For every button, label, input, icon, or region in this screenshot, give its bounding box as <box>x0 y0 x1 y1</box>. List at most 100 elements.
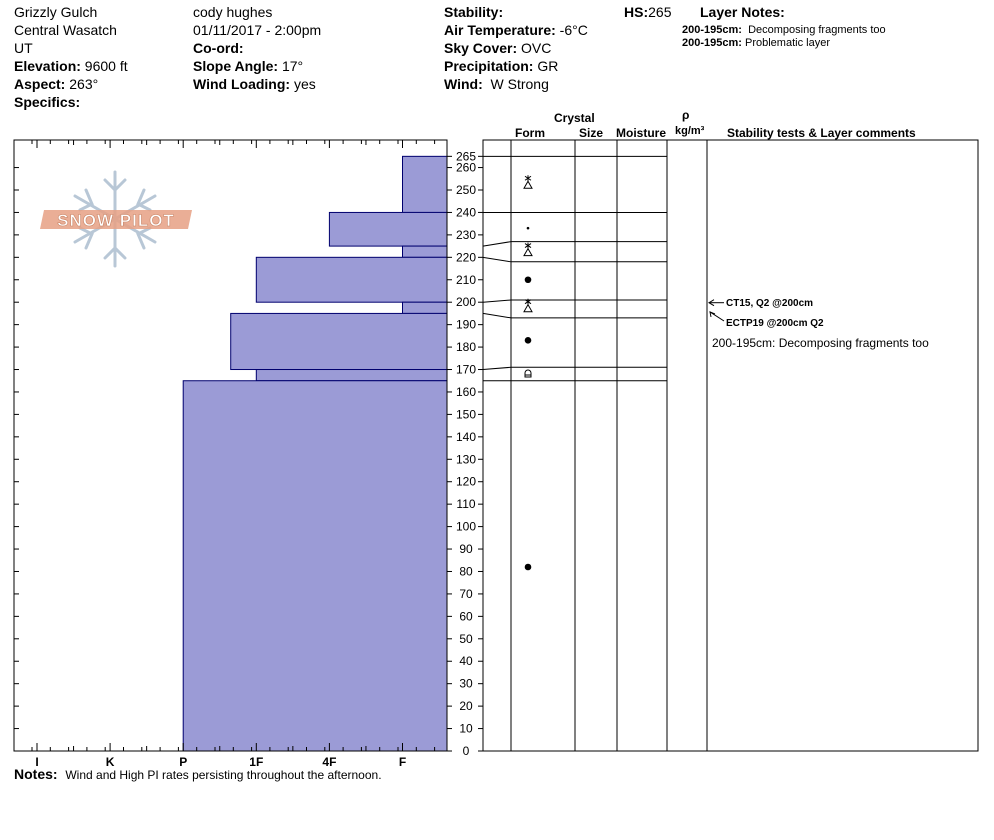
density-unit-header: kg/m³ <box>675 125 705 137</box>
hardness-bar <box>402 245 448 258</box>
hardness-graph-frame <box>13 139 448 752</box>
crystal-header: Crystal <box>554 111 595 125</box>
total-snow-height: HS:265 <box>624 4 671 21</box>
height-tick-label: 210 <box>456 273 476 287</box>
height-tick-label: 180 <box>456 340 476 354</box>
graupel-icon <box>523 298 533 313</box>
wind: Wind: W Strong <box>444 76 549 93</box>
height-tick-label: 70 <box>459 587 473 601</box>
notes: Notes: Wind and High PI rates persisting… <box>14 766 382 784</box>
wind-loading-value: yes <box>293 76 316 92</box>
height-tick-label: 60 <box>459 609 473 623</box>
height-tick-label: 90 <box>459 542 473 556</box>
logo-text: SNOW PILOT <box>57 211 175 230</box>
stability-test-comment: ECTP19 @200cm Q2 <box>726 317 824 331</box>
height-tick-label: 0 <box>463 744 470 758</box>
height-tick-label: 220 <box>456 250 476 264</box>
wind-loading: Wind Loading: yes <box>193 76 316 93</box>
height-tick-label: 140 <box>456 430 476 444</box>
melt-freeze-crust-icon <box>524 369 532 378</box>
hardness-tick-label: P <box>179 755 187 769</box>
height-tick-label: 110 <box>456 497 475 511</box>
layer-note-range: 200-195cm: <box>682 24 742 36</box>
hardness-tick-label: I <box>35 755 38 769</box>
elevation-label: Elevation: <box>14 58 81 74</box>
hs-label: HS: <box>624 4 649 20</box>
height-tick-label: 190 <box>456 318 476 332</box>
air-temp-label: Air Temperature: <box>444 22 556 38</box>
height-tick-label: 265 <box>456 149 476 163</box>
slope-value: 17° <box>281 58 304 74</box>
rho-header: ρ <box>682 108 690 122</box>
profile-table-frame <box>482 139 979 752</box>
rounded-grain-icon <box>524 563 532 571</box>
height-tick-label: 130 <box>456 452 476 466</box>
stability-label: Stability: <box>444 4 504 20</box>
air-temp-value: -6°C <box>559 22 588 38</box>
state: UT <box>14 40 33 56</box>
hardness-tick-label: 4F <box>322 755 336 769</box>
hardness-bar <box>402 155 448 213</box>
height-tick-label: 80 <box>459 564 473 578</box>
precip-label: Precipitation: <box>444 58 534 74</box>
layer-notes-label: Layer Notes: <box>700 4 785 20</box>
wind-loading-label: Wind Loading: <box>193 76 291 92</box>
layer-comment-text: 200-195cm: Decomposing fragments too <box>712 336 929 350</box>
location-name: Grizzly Gulch <box>14 4 98 20</box>
elevation-value: 9600 ft <box>84 58 128 74</box>
observation-datetime: 01/11/2017 - 2:00pm <box>193 22 322 38</box>
aspect: Aspect: 263° <box>14 76 98 93</box>
height-tick-label: 250 <box>456 183 476 197</box>
layer-boundary-line <box>482 256 667 263</box>
mountain-range: Central Wasatch <box>14 22 117 38</box>
layer-note: 200-195cm: Problematic layer <box>682 37 830 50</box>
hardness-bar <box>230 312 448 371</box>
stability-test-comment: CT15, Q2 @200cm <box>726 298 814 309</box>
layer-boundary-line <box>482 366 667 371</box>
layer-note-text: Decomposing fragments too <box>748 24 886 36</box>
form-header: Form <box>515 126 545 140</box>
height-tick-label: 100 <box>456 520 476 534</box>
sky-label: Sky Cover: <box>444 40 518 56</box>
rounded-grain-icon <box>524 276 532 284</box>
graupel-icon <box>523 175 533 189</box>
hardness-tick-label: F <box>399 755 406 769</box>
slope-angle: Slope Angle: 17° <box>193 58 303 75</box>
notes-label: Notes: <box>14 766 58 782</box>
wind-label: Wind: <box>444 76 483 92</box>
hs-value: 265 <box>648 4 672 20</box>
layer-note: 200-195cm: Decomposing fragments too <box>682 24 886 37</box>
decomposing-fragment-icon <box>526 226 530 230</box>
height-tick-label: 230 <box>456 228 476 242</box>
slope-label: Slope Angle: <box>193 58 279 74</box>
test-arrow-head <box>708 299 715 307</box>
layer-boundary-line <box>482 241 667 247</box>
layer-boundary-line <box>482 312 667 319</box>
layer-note-text: Problematic layer <box>745 37 830 49</box>
hardness-tick-label: 1F <box>249 755 263 769</box>
aspect-label: Aspect: <box>14 76 66 92</box>
hardness-tick-label: K <box>106 755 115 769</box>
hardness-bar <box>182 380 448 752</box>
precip-value: GR <box>537 58 559 74</box>
height-tick-label: 40 <box>459 654 473 668</box>
wind-value: W Strong <box>490 76 549 92</box>
height-tick-label: 120 <box>456 475 476 489</box>
layer-comment: 200-195cm: Decomposing fragments too <box>712 336 929 350</box>
specifics-label: Specifics: <box>14 94 81 110</box>
hardness-bar <box>328 211 448 247</box>
air-temperature: Air Temperature: -6°C <box>444 22 588 39</box>
height-tick-label: 240 <box>456 205 476 219</box>
height-tick-label: 30 <box>459 677 473 691</box>
height-tick-label: 200 <box>456 295 476 309</box>
sky-value: OVC <box>521 40 552 56</box>
size-header: Size <box>579 126 604 140</box>
layer-note-range: 200-195cm: <box>682 37 742 49</box>
stability-test-text: ECTP19 @200cm Q2 <box>726 318 824 329</box>
test-arrow-head <box>709 311 716 318</box>
height-tick-label: 170 <box>456 363 476 377</box>
elevation: Elevation: 9600 ft <box>14 58 128 75</box>
height-tick-label: 50 <box>459 632 473 646</box>
sky-cover: Sky Cover: OVC <box>444 40 551 57</box>
